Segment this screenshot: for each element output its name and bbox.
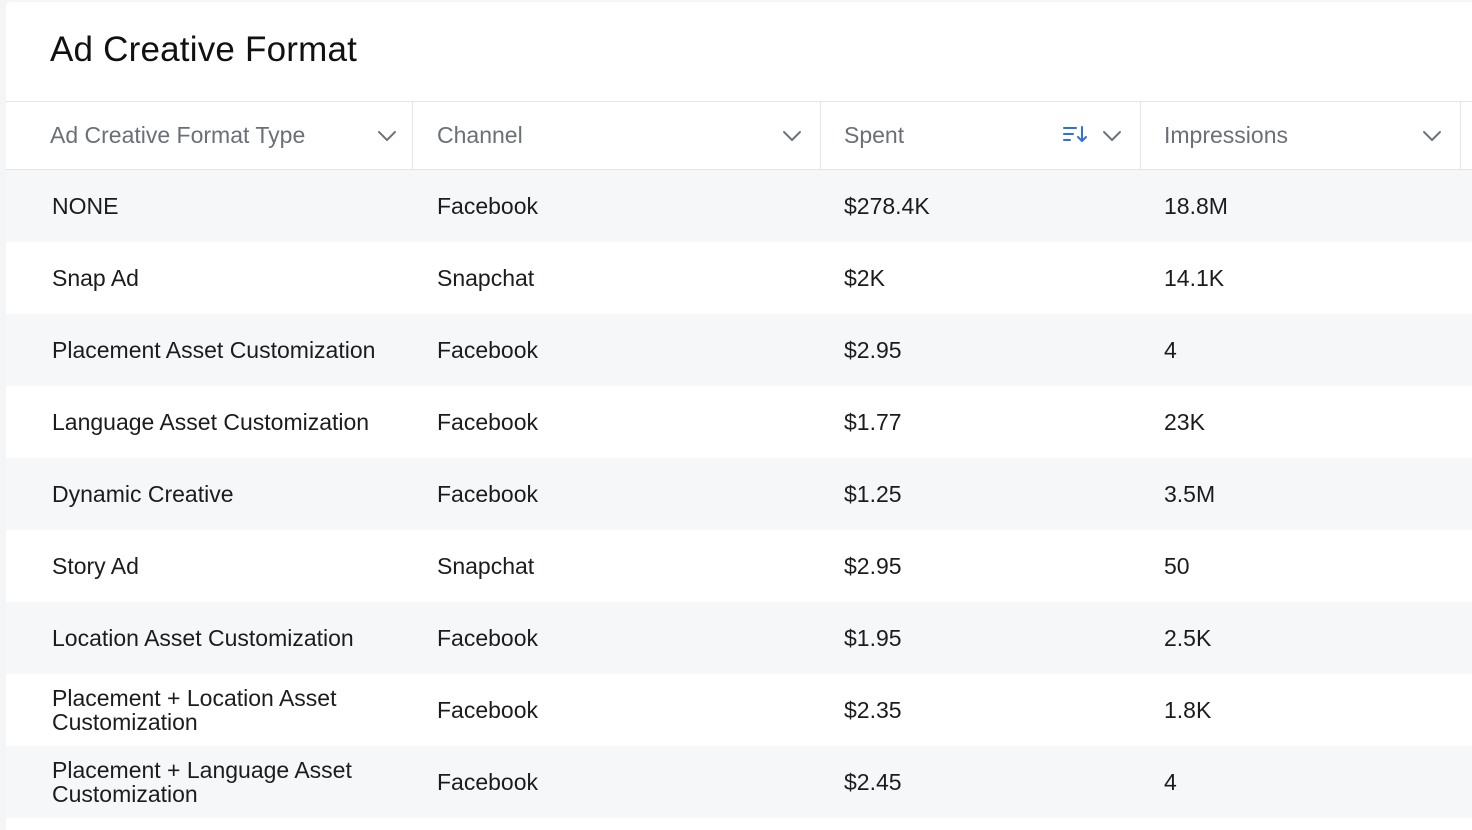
cell-spent: $1.77 [844,409,902,435]
cell-channel: Snapchat [437,553,535,579]
cell-spent: $1.95 [844,625,902,651]
cell-channel: Snapchat [437,265,535,291]
cell-impressions: 14.1K [1164,265,1225,291]
table-row[interactable]: Location Asset Customization Facebook $1… [6,602,1472,674]
column-header-label: Ad Creative Format Type [50,122,306,148]
cell-spent: $2.95 [844,553,902,579]
chevron-down-icon[interactable] [781,125,803,147]
cell-impressions: 4 [1164,337,1177,363]
cell-spent: $2.95 [844,337,902,363]
cell-format-type: Location Asset Customization [52,625,354,651]
cell-channel: Facebook [437,409,539,435]
chevron-down-icon[interactable] [1421,125,1443,147]
widget-title: Ad Creative Format [50,30,358,69]
column-header-spent[interactable]: Spent [821,102,1141,169]
cell-impressions: 4 [1164,769,1177,795]
cell-spent: $2.35 [844,697,902,723]
cell-spent: $1.25 [844,481,902,507]
cell-channel: Facebook [437,769,539,795]
cell-channel: Facebook [437,625,539,651]
column-header-label: Impressions [1164,122,1288,148]
cell-channel: Facebook [437,697,539,723]
cell-impressions: 2.5K [1164,625,1212,651]
table-header: Ad Creative Format Type Channel Spent [6,101,1472,170]
table-row[interactable]: Story Ad Snapchat $2.95 50 [6,530,1472,602]
cell-spent: $2.45 [844,769,902,795]
cell-format-type: Snap Ad [52,265,139,291]
cell-impressions: 18.8M [1164,193,1228,219]
table-row[interactable]: Placement + Location Asset Customization… [6,674,1472,746]
chevron-down-icon[interactable] [376,125,398,147]
cell-format-type: Placement + Location Asset Customization [52,685,337,735]
cell-impressions: 1.8K [1164,697,1212,723]
column-header-label: Channel [437,122,523,148]
table-body: NONE Facebook $278.4K 18.8M Snap Ad Snap… [6,170,1472,818]
cell-channel: Facebook [437,337,539,363]
column-header-channel[interactable]: Channel [413,102,821,169]
table-row[interactable]: Dynamic Creative Facebook $1.25 3.5M [6,458,1472,530]
sort-descending-icon[interactable] [1062,124,1088,146]
cell-format-type: Dynamic Creative [52,481,234,507]
table-row[interactable]: Snap Ad Snapchat $2K 14.1K [6,242,1472,314]
chevron-down-icon[interactable] [1101,125,1123,147]
column-header-impressions[interactable]: Impressions [1141,102,1461,169]
table-row[interactable]: Language Asset Customization Facebook $1… [6,386,1472,458]
data-table: Ad Creative Format Type Channel Spent [6,101,1472,818]
cell-format-type: NONE [52,193,119,219]
table-row[interactable]: Placement + Language Asset Customization… [6,746,1472,818]
table-row[interactable]: NONE Facebook $278.4K 18.8M [6,170,1472,242]
column-header-ad-creative-format-type[interactable]: Ad Creative Format Type [6,102,413,169]
widget-panel: Ad Creative Format Ad Creative Format Ty… [6,2,1472,830]
cell-spent: $278.4K [844,193,930,219]
cell-format-type: Language Asset Customization [52,409,370,435]
cell-format-type: Placement + Language Asset Customization [52,757,352,807]
cell-impressions: 50 [1164,553,1190,579]
column-header-label: Spent [844,122,905,148]
table-row[interactable]: Placement Asset Customization Facebook $… [6,314,1472,386]
cell-impressions: 23K [1164,409,1205,435]
cell-format-type: Story Ad [52,553,139,579]
cell-channel: Facebook [437,481,539,507]
cell-format-type: Placement Asset Customization [52,337,376,363]
cell-impressions: 3.5M [1164,481,1216,507]
cell-channel: Facebook [437,193,539,219]
cell-spent: $2K [844,265,885,291]
